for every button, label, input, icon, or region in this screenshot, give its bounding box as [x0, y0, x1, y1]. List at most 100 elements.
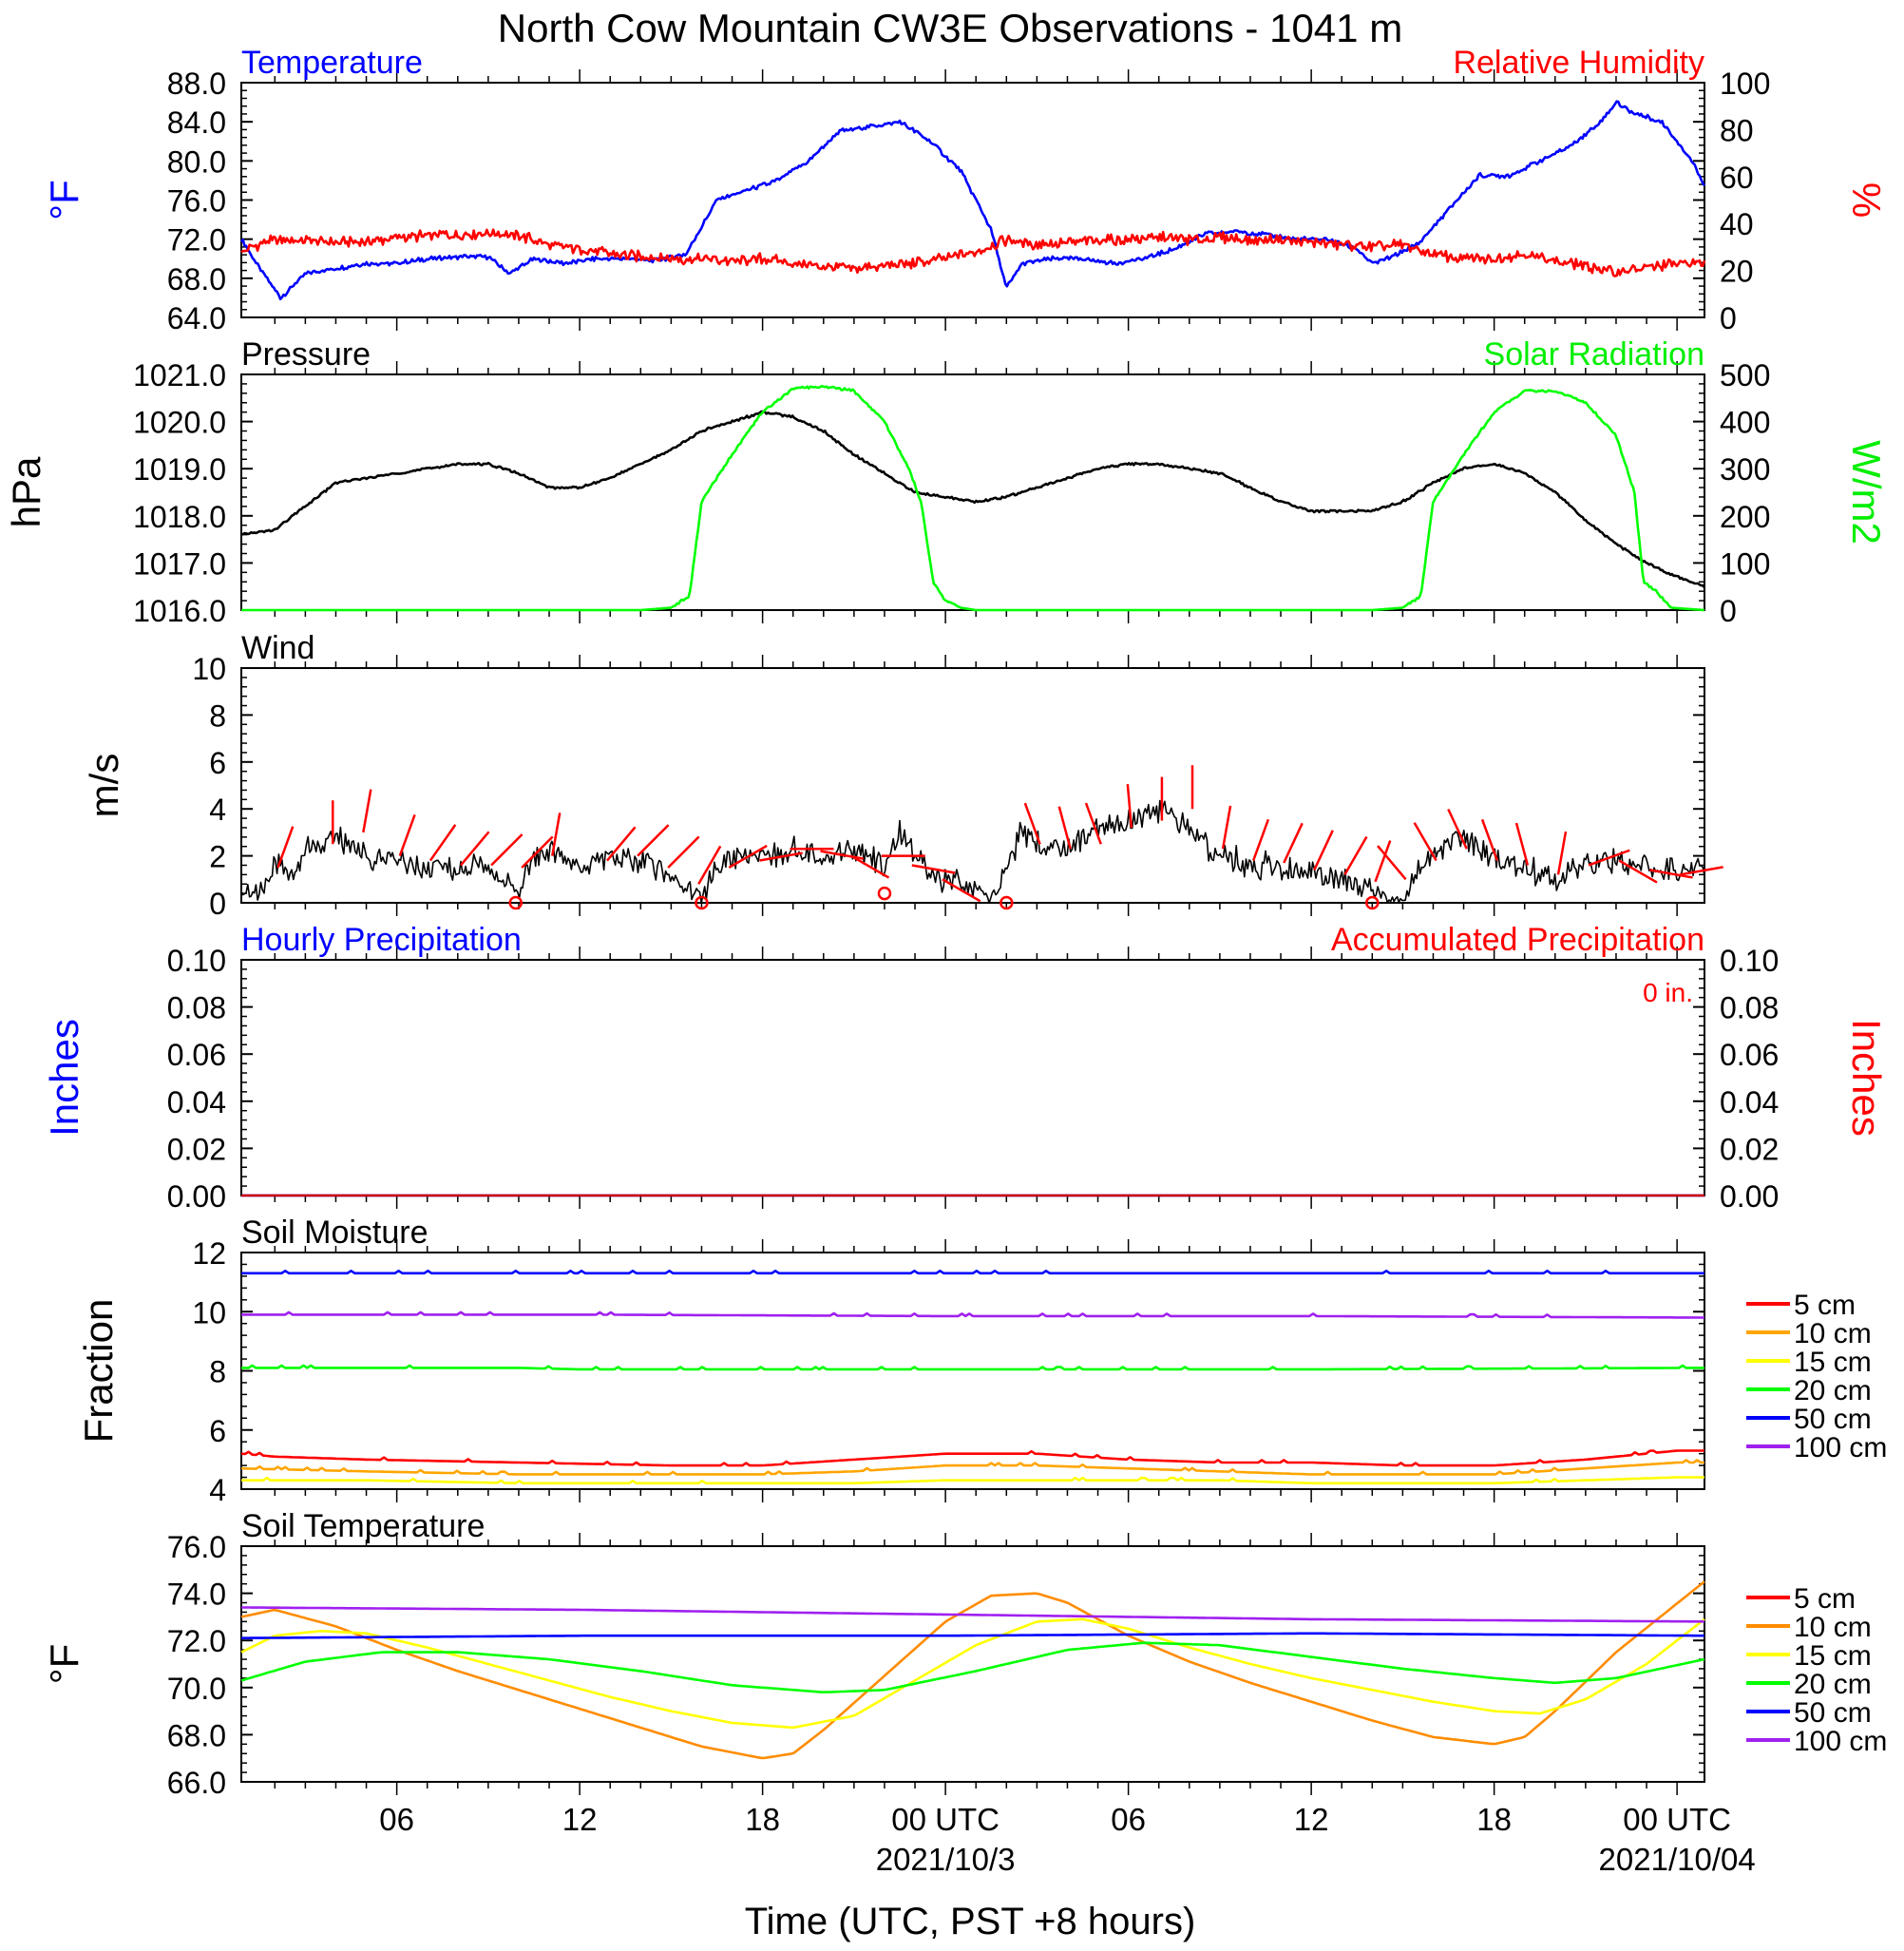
x-date-label: 2021/10/3: [876, 1842, 1016, 1877]
plot-frame: [240, 373, 1705, 611]
panel-title-left: Temperature: [241, 45, 423, 81]
wind-barb: [428, 824, 457, 862]
wind-barb: [276, 826, 295, 869]
wind-barb: [1680, 866, 1723, 876]
series-line: [240, 1641, 1705, 1693]
wind-barb: [911, 864, 956, 874]
wind-barb: [1084, 802, 1102, 845]
plot-frame: [240, 82, 1705, 318]
y-tick-label: 72.0: [167, 1624, 226, 1658]
series-10-cm: [240, 1580, 1705, 1760]
calm-marker: [877, 886, 892, 901]
y-tick-label: 84.0: [167, 105, 226, 140]
legend-entry: 100 cm: [1794, 1432, 1887, 1463]
y-tick-label: 0.02: [167, 1132, 226, 1166]
wind-barb: [1126, 784, 1133, 829]
y-right-tick-label: 40: [1720, 207, 1754, 241]
series-50-cm: [241, 1270, 1704, 1275]
panel-1: 64.0 68.0 72.0 76.0 80.0 84.0 88.0 0 20 40 60 80 100…: [42, 45, 1889, 335]
x-axis-labels: 06 12 18 00 UTC 2021/10/3 06 12 18 00 UTC 2021/10…: [379, 1802, 1755, 1877]
series-line: [240, 1459, 1704, 1476]
panel-title-left: Hourly Precipitation: [241, 922, 522, 958]
x-date-label: 2021/10/04: [1599, 1842, 1756, 1877]
y-tick-label: 0: [209, 887, 226, 921]
y-right-tick-label: 0: [1720, 594, 1737, 628]
y-tick-label: 74.0: [167, 1578, 226, 1612]
y-tick-label: 88.0: [167, 67, 226, 101]
panels: 64.068.072.076.080.084.088.0020406080100…: [4, 45, 1889, 1800]
panel-title-left: Soil Moisture: [241, 1215, 428, 1251]
wind-barb: [362, 789, 372, 833]
series-line: [240, 410, 1706, 589]
series-line: [241, 1606, 1705, 1623]
x-tick-label: 18: [745, 1802, 780, 1837]
wind-barb: [1057, 806, 1072, 850]
y-axis-label-left: Fraction: [76, 1299, 121, 1444]
plot-frame: [240, 959, 1705, 1196]
series-relative-humidity: [240, 228, 1706, 277]
y-right-tick-label: 100: [1720, 546, 1770, 581]
y-right-tick-label: 300: [1720, 452, 1770, 487]
plot-frame: [240, 1545, 1705, 1783]
series-line: [240, 228, 1706, 277]
wind-barb: [1649, 869, 1693, 879]
series-line: [241, 1476, 1704, 1485]
series-line: [240, 799, 1705, 904]
y-tick-label: 70.0: [167, 1672, 226, 1706]
wind-barb: [850, 854, 890, 879]
wind-barb: [1283, 822, 1304, 864]
wind-barb: [490, 833, 524, 867]
wind-barb: [1221, 805, 1232, 850]
wind-barb: [1377, 845, 1407, 881]
y-right-tick-label: 20: [1720, 255, 1754, 289]
y-axis-label-left: °F: [42, 180, 86, 220]
y-axis-label-left: Inches: [42, 1019, 86, 1137]
calm-marker: [1000, 895, 1014, 910]
series-line: [241, 384, 1705, 612]
series-15-cm: [241, 1476, 1704, 1485]
wind-barb: [1556, 831, 1568, 875]
y-tick-label: 8: [209, 1355, 226, 1389]
legend-entry: 10 cm: [1794, 1318, 1872, 1349]
legend-entry: 50 cm: [1794, 1404, 1872, 1435]
series-100-cm: [241, 1606, 1705, 1623]
series-50-cm: [241, 1632, 1704, 1639]
legend-entry: 100 cm: [1794, 1726, 1887, 1757]
y-axis-label-left: °F: [42, 1644, 86, 1684]
x-tick-label: 06: [379, 1802, 414, 1837]
series-line: [240, 1617, 1705, 1730]
panel-title-right: Solar Radiation: [1484, 336, 1704, 373]
y-tick-label: 68.0: [167, 262, 226, 296]
y-right-tick-label: 0.04: [1720, 1085, 1779, 1119]
legend-entry: 5 cm: [1794, 1290, 1856, 1321]
x-tick-label: 18: [1476, 1802, 1512, 1837]
series-calm: [508, 886, 1380, 910]
y-tick-label: 1019.0: [133, 452, 226, 487]
legend-entry: 20 cm: [1794, 1375, 1872, 1406]
calm-marker: [695, 895, 709, 910]
series-line: [240, 1580, 1705, 1760]
series-line: [241, 1364, 1704, 1371]
series-15-cm: [240, 1617, 1705, 1730]
y-tick-label: 4: [209, 1473, 226, 1507]
y-tick-label: 10: [192, 1295, 226, 1329]
series-10-cm: [240, 1459, 1704, 1476]
series-line: [240, 1449, 1704, 1467]
wind-barb: [667, 835, 700, 869]
y-right-tick-label: 0.10: [1720, 944, 1779, 978]
y-tick-label: 80.0: [167, 144, 226, 179]
y-right-tick-label: 200: [1720, 500, 1770, 534]
wind-barb: [1447, 808, 1468, 850]
y-tick-label: 72.0: [167, 223, 226, 258]
y-tick-label: 76.0: [167, 184, 226, 219]
y-tick-label: 0.06: [167, 1038, 226, 1072]
y-tick-label: 66.0: [167, 1766, 226, 1800]
y-right-tick-label: 500: [1720, 358, 1770, 392]
y-tick-label: 0.00: [167, 1179, 226, 1214]
wind-barb: [460, 831, 490, 867]
wind-barb: [637, 824, 670, 857]
y-right-tick-label: 400: [1720, 406, 1770, 440]
y-right-tick-label: 0.06: [1720, 1038, 1779, 1072]
